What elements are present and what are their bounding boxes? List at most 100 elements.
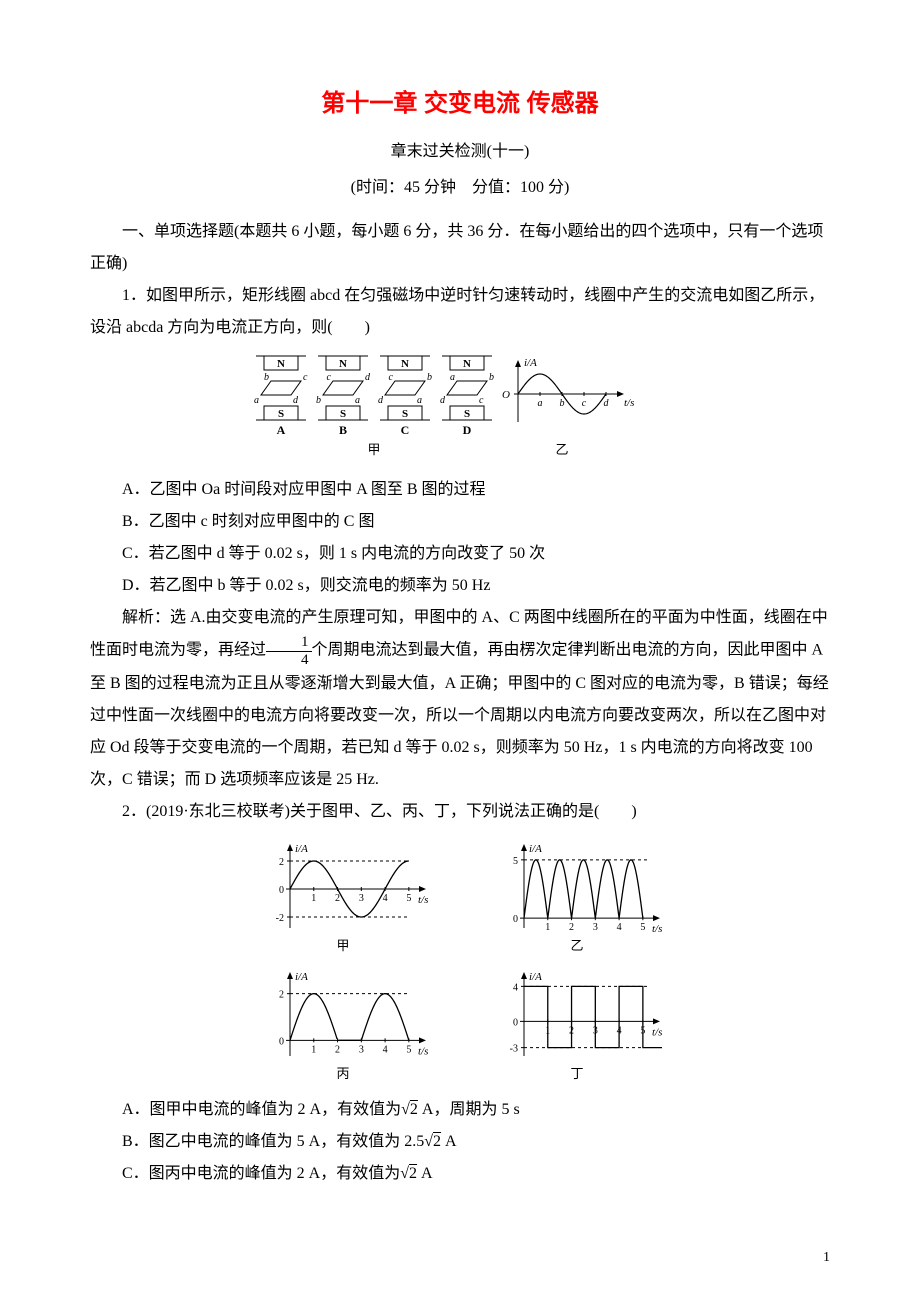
chart-bing: i/A t/s 0 2 1 2 3 4 5 丙 xyxy=(258,970,428,1080)
svg-text:t/s: t/s xyxy=(652,1026,662,1038)
svg-text:0: 0 xyxy=(513,914,518,925)
svg-text:丁: 丁 xyxy=(570,1066,583,1080)
svg-text:b: b xyxy=(560,398,565,409)
svg-text:N: N xyxy=(401,358,409,370)
page-number: 1 xyxy=(823,1244,830,1272)
svg-text:5: 5 xyxy=(406,1044,411,1055)
q1-option-c: C．若乙图中 d 等于 0.02 s，则 1 s 内电流的方向改变了 50 次 xyxy=(90,538,830,570)
q1-diagram: NSbcadANScdbaBNScbdaCNSabdcD甲i/At/sOabcd… xyxy=(90,354,830,464)
svg-text:t/s: t/s xyxy=(624,397,634,409)
svg-text:a: a xyxy=(450,372,455,383)
q2-charts-row1: i/A t/s -2 0 2 1 2 3 4 5 甲 i/A t/s 0 5 1 2 3 4 5 乙 xyxy=(90,838,830,956)
svg-text:0: 0 xyxy=(513,1017,518,1028)
svg-text:d: d xyxy=(365,372,371,383)
svg-text:D: D xyxy=(463,423,472,437)
svg-text:2: 2 xyxy=(279,857,284,868)
q1-stem: 1．如图甲所示，矩形线圈 abcd 在匀强磁场中逆时针匀速转动时，线圈中产生的交… xyxy=(90,280,830,344)
svg-text:i/A: i/A xyxy=(524,357,537,369)
q1-option-a: A．乙图中 Oa 时间段对应甲图中 A 图至 B 图的过程 xyxy=(90,474,830,506)
svg-text:i/A: i/A xyxy=(529,971,542,983)
svg-text:-2: -2 xyxy=(276,913,284,924)
svg-text:d: d xyxy=(440,395,446,406)
svg-text:N: N xyxy=(463,358,471,370)
svg-text:乙: 乙 xyxy=(570,938,583,952)
svg-text:c: c xyxy=(582,398,587,409)
svg-text:a: a xyxy=(254,395,259,406)
q2a-pre: A．图甲中电流的峰值为 2 A，有效值为 xyxy=(122,1101,401,1118)
q1-coil-diagrams: NSbcadANScdbaBNScbdaCNSabdcD甲i/At/sOabcd… xyxy=(250,354,670,464)
svg-text:S: S xyxy=(464,408,470,420)
chart-yi: i/A t/s 0 5 1 2 3 4 5 乙 xyxy=(492,842,662,952)
svg-text:4: 4 xyxy=(383,1044,388,1055)
svg-text:甲: 甲 xyxy=(336,938,349,952)
svg-text:1: 1 xyxy=(545,922,550,933)
svg-text:B: B xyxy=(339,423,347,437)
svg-text:3: 3 xyxy=(359,1044,364,1055)
svg-text:4: 4 xyxy=(617,922,622,933)
chart-ding: i/At/s-30412345丁 xyxy=(492,970,662,1080)
q1-option-b: B．乙图中 c 时刻对应甲图中的 C 图 xyxy=(90,506,830,538)
q2-stem: 2．(2019·东北三校联考)关于图甲、乙、丙、丁，下列说法正确的是( ) xyxy=(90,796,830,828)
svg-text:c: c xyxy=(303,372,308,383)
svg-text:d: d xyxy=(293,395,299,406)
svg-text:5: 5 xyxy=(640,922,645,933)
svg-text:C: C xyxy=(401,423,410,437)
q2c-post: A xyxy=(417,1165,433,1182)
svg-text:4: 4 xyxy=(383,893,388,904)
q2c-pre: C．图丙中电流的峰值为 2 A，有效值为 xyxy=(122,1165,400,1182)
svg-text:i/A: i/A xyxy=(295,843,308,855)
svg-text:b: b xyxy=(489,372,494,383)
frac-num: 1 xyxy=(266,634,312,652)
q1-solution: 解析：选 A.由交变电流的产生原理可知，甲图中的 A、C 两图中线圈所在的平面为… xyxy=(90,602,830,796)
q2-option-a: A．图甲中电流的峰值为 2 A，有效值为√2 A，周期为 5 s xyxy=(90,1094,830,1126)
q2-charts-row2: i/A t/s 0 2 1 2 3 4 5 丙 i/A t/s -3 0 4 1 2 3 4 5 丁 xyxy=(90,966,830,1084)
section-heading: 一、单项选择题(本题共 6 小题，每小题 6 分，共 36 分．在每小题给出的四… xyxy=(90,216,830,280)
svg-text:S: S xyxy=(278,408,284,420)
chapter-title: 第十一章 交变电流 传感器 xyxy=(90,80,830,128)
svg-text:c: c xyxy=(479,395,484,406)
svg-text:3: 3 xyxy=(593,922,598,933)
svg-text:a: a xyxy=(355,395,360,406)
svg-text:a: a xyxy=(417,395,422,406)
svg-text:t/s: t/s xyxy=(652,923,662,935)
svg-text:O: O xyxy=(502,389,510,401)
svg-text:A: A xyxy=(277,423,286,437)
subtitle: 章末过关检测(十一) xyxy=(90,136,830,168)
svg-text:乙: 乙 xyxy=(555,442,568,457)
svg-text:i/A: i/A xyxy=(295,971,308,983)
svg-text:5: 5 xyxy=(513,856,518,867)
q1-sol-post: 个周期电流达到最大值，再由楞次定律判断出电流的方向，因此甲图中 A 至 B 图的… xyxy=(90,642,829,788)
svg-text:丙: 丙 xyxy=(336,1066,349,1080)
svg-text:甲: 甲 xyxy=(367,442,380,457)
svg-text:b: b xyxy=(264,372,269,383)
svg-text:S: S xyxy=(402,408,408,420)
svg-text:i/A: i/A xyxy=(529,843,542,855)
svg-text:a: a xyxy=(538,398,543,409)
svg-text:t/s: t/s xyxy=(418,894,428,906)
svg-text:4: 4 xyxy=(513,982,518,993)
q1-option-d: D．若乙图中 b 等于 0.02 s，则交流电的频率为 50 Hz xyxy=(90,570,830,602)
svg-text:0: 0 xyxy=(279,1036,284,1047)
svg-text:d: d xyxy=(604,398,610,409)
svg-text:0: 0 xyxy=(279,885,284,896)
q2-option-c: C．图丙中电流的峰值为 2 A，有效值为√2 A xyxy=(90,1158,830,1190)
chart-jia: i/At/s-20212345甲 xyxy=(258,842,428,952)
svg-text:1: 1 xyxy=(311,1044,316,1055)
svg-text:2: 2 xyxy=(335,1044,340,1055)
svg-text:b: b xyxy=(427,372,432,383)
q2b-post: A xyxy=(441,1133,457,1150)
svg-text:2: 2 xyxy=(279,990,284,1001)
svg-text:2: 2 xyxy=(569,922,574,933)
timing-info: (时间：45 分钟 分值：100 分) xyxy=(90,172,830,204)
svg-text:d: d xyxy=(378,395,384,406)
svg-text:t/s: t/s xyxy=(418,1045,428,1057)
frac-den: 4 xyxy=(266,652,312,669)
svg-text:-3: -3 xyxy=(510,1044,518,1055)
svg-text:2: 2 xyxy=(335,893,340,904)
svg-text:S: S xyxy=(340,408,346,420)
q1-stem-text: 1．如图甲所示，矩形线圈 abcd 在匀强磁场中逆时针匀速转动时，线圈中产生的交… xyxy=(90,287,824,336)
q2-option-b: B．图乙中电流的峰值为 5 A，有效值为 2.5√2 A xyxy=(90,1126,830,1158)
svg-text:b: b xyxy=(316,395,321,406)
svg-text:5: 5 xyxy=(406,893,411,904)
svg-text:c: c xyxy=(327,372,332,383)
